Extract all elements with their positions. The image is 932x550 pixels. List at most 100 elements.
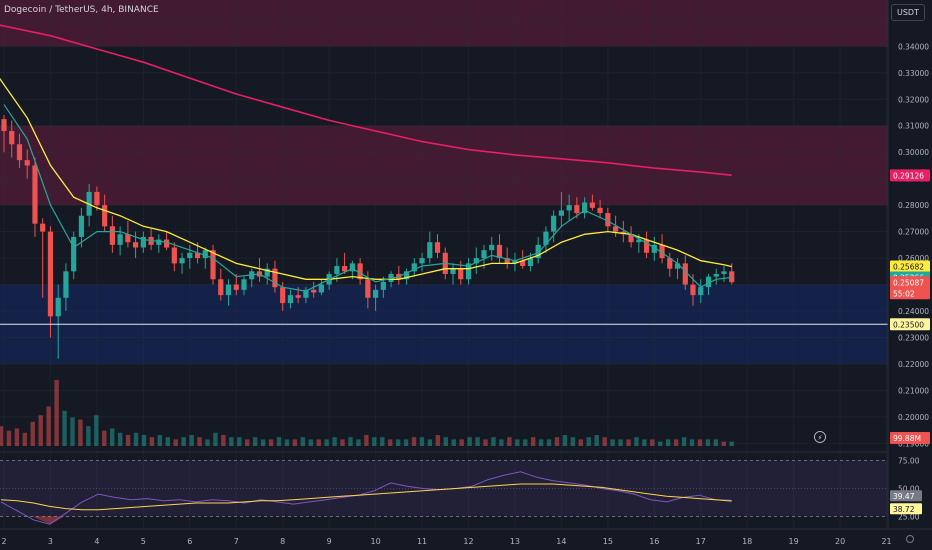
price-label: 0.29126 bbox=[893, 171, 924, 180]
candle-body bbox=[597, 207, 603, 214]
volume-bar bbox=[133, 432, 139, 446]
volume-bar bbox=[435, 435, 441, 446]
volume-bar bbox=[229, 437, 234, 446]
volume-bar bbox=[515, 439, 520, 446]
volume-bar bbox=[380, 437, 385, 446]
volume-bar bbox=[221, 435, 226, 446]
time-tick-label: 10 bbox=[371, 537, 381, 546]
volume-bar bbox=[634, 437, 639, 446]
ma-long-line bbox=[0, 24, 732, 176]
volume-bar bbox=[546, 439, 552, 446]
candle-body bbox=[496, 244, 503, 259]
volume-bar bbox=[109, 428, 115, 446]
time-tick-label: 8 bbox=[280, 537, 285, 546]
volume-bar bbox=[705, 439, 711, 446]
candle-body bbox=[318, 284, 324, 293]
volume-bar bbox=[650, 439, 655, 446]
candle-body bbox=[334, 266, 340, 274]
currency-button[interactable]: USDT bbox=[891, 4, 925, 21]
candle-body bbox=[481, 250, 487, 259]
rsi-value-tag bbox=[890, 490, 922, 502]
candle-body bbox=[698, 287, 704, 296]
price-tick-label: 0.30000 bbox=[898, 148, 929, 157]
candle-body bbox=[311, 289, 317, 293]
candle-body bbox=[342, 266, 348, 272]
candle-body bbox=[156, 239, 162, 245]
volume-bar bbox=[213, 432, 218, 446]
candle-body bbox=[411, 263, 417, 272]
candle-body bbox=[373, 289, 379, 298]
time-tick-label: 2 bbox=[1, 537, 6, 546]
volume-bar bbox=[38, 415, 43, 446]
rsi-line bbox=[0, 471, 732, 525]
candle-body bbox=[241, 279, 247, 290]
candle-body bbox=[551, 215, 557, 232]
rsi-value-label: 39.47 bbox=[893, 492, 915, 501]
candle-body bbox=[628, 234, 634, 243]
time-tick-label: 5 bbox=[141, 537, 146, 546]
candle-body bbox=[589, 202, 595, 208]
volume-bar bbox=[205, 439, 210, 446]
candle-body bbox=[450, 268, 456, 274]
candle-body bbox=[32, 165, 38, 224]
volume-bar bbox=[173, 439, 178, 446]
price-tick-label: 0.32000 bbox=[898, 95, 929, 104]
price-tick-label: 0.22000 bbox=[898, 360, 929, 369]
candle-body bbox=[465, 263, 472, 280]
candle-body bbox=[713, 273, 719, 277]
candle-body bbox=[659, 244, 665, 259]
time-tick-label: 7 bbox=[234, 537, 239, 546]
candle-body bbox=[512, 260, 518, 264]
candle-body bbox=[636, 239, 642, 243]
candle-body bbox=[674, 263, 681, 269]
candle-body bbox=[365, 279, 371, 298]
volume-bar bbox=[356, 439, 361, 446]
candle-body bbox=[535, 244, 541, 259]
candle-body bbox=[78, 215, 85, 237]
price-tick-label: 0.20000 bbox=[898, 413, 929, 422]
volume-bar bbox=[602, 437, 607, 446]
candle-body bbox=[233, 284, 239, 290]
candle-body bbox=[171, 247, 177, 264]
candle-body bbox=[71, 236, 77, 272]
volume-bar bbox=[300, 437, 306, 446]
volume-bar bbox=[483, 439, 488, 446]
price-label: 0.25682 bbox=[893, 263, 924, 272]
candle-body bbox=[489, 244, 495, 251]
candle-body bbox=[558, 210, 564, 216]
candle-body bbox=[667, 258, 673, 269]
candle-body bbox=[543, 231, 549, 245]
candle-body bbox=[458, 268, 464, 280]
time-tick-label: 6 bbox=[187, 537, 192, 546]
volume-bar bbox=[523, 439, 528, 446]
volume-bar bbox=[62, 410, 67, 446]
volume-bar bbox=[658, 441, 663, 446]
candle-body bbox=[434, 242, 441, 253]
volume-bar bbox=[181, 437, 186, 446]
volume-bar bbox=[673, 439, 679, 446]
candle-body bbox=[582, 202, 588, 214]
candle-body bbox=[357, 263, 363, 280]
rsi-tick-label: 50.00 bbox=[898, 485, 920, 494]
volume-bar bbox=[86, 426, 91, 446]
volume-bar bbox=[316, 439, 321, 446]
price-tick-label: 0.31000 bbox=[898, 122, 929, 131]
rsi-tick-label: 25.00 bbox=[898, 512, 920, 521]
volume-bar bbox=[570, 437, 576, 446]
volume-bar bbox=[618, 439, 623, 446]
time-tick-label: 9 bbox=[327, 537, 332, 546]
volume-bar bbox=[197, 437, 202, 446]
zone-resistance-1 bbox=[0, 125, 888, 206]
price-tick-label: 0.23000 bbox=[898, 334, 929, 343]
volume-flash-icon bbox=[814, 431, 826, 443]
volume-bar bbox=[491, 437, 496, 446]
price-label: 0.25087 bbox=[893, 278, 924, 287]
candle-body bbox=[47, 231, 54, 317]
volume-bar bbox=[586, 437, 591, 446]
candle-body bbox=[605, 213, 611, 227]
volume-bar bbox=[419, 437, 425, 446]
volume-bar bbox=[507, 437, 512, 446]
volume-bar bbox=[268, 439, 274, 446]
candle-body bbox=[682, 263, 688, 285]
